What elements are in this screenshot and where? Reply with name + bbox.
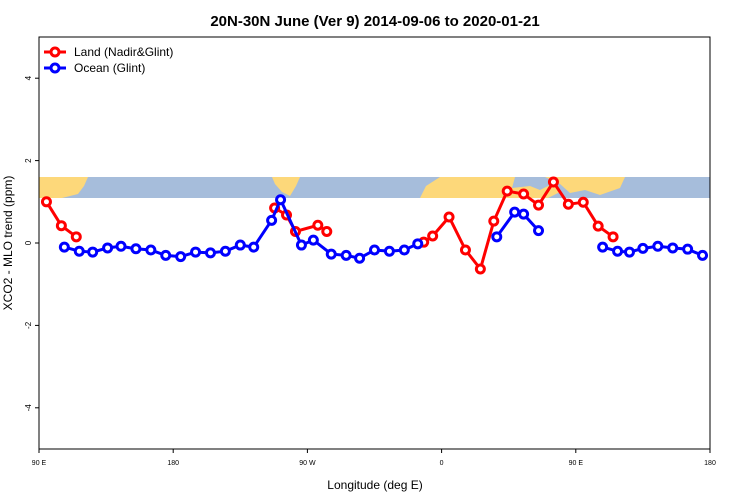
data-point xyxy=(577,196,589,208)
x-axis-label: Longitude (deg E) xyxy=(327,478,422,492)
data-point xyxy=(637,242,649,254)
data-point xyxy=(58,241,70,253)
land-shape xyxy=(39,177,88,198)
data-point xyxy=(115,240,127,252)
data-point xyxy=(612,245,624,257)
data-point xyxy=(383,245,395,257)
data-point xyxy=(509,206,521,218)
y-tick-label: -2 xyxy=(24,321,33,329)
data-point xyxy=(607,231,619,243)
data-point xyxy=(667,242,679,254)
data-point xyxy=(547,176,559,188)
data-point xyxy=(427,230,439,242)
x-tick-label: 180 xyxy=(167,460,179,467)
y-tick-label: 0 xyxy=(24,240,33,245)
land-shape xyxy=(545,177,625,195)
data-point xyxy=(40,196,52,208)
data-point xyxy=(175,251,187,263)
y-tick-label: 2 xyxy=(24,158,33,163)
data-point xyxy=(459,244,471,256)
data-point xyxy=(73,245,85,257)
plot-frame xyxy=(38,36,711,450)
data-point xyxy=(412,238,424,250)
data-point xyxy=(234,239,246,251)
data-point xyxy=(488,215,500,227)
data-point xyxy=(102,242,114,254)
data-point xyxy=(340,249,352,261)
data-point xyxy=(160,249,172,261)
data-point xyxy=(652,240,664,252)
data-point xyxy=(518,208,530,220)
data-point xyxy=(266,214,278,226)
data-point xyxy=(682,243,694,255)
data-point xyxy=(275,194,287,206)
data-point xyxy=(533,225,545,237)
y-tick-label: 4 xyxy=(24,75,33,80)
data-point xyxy=(443,211,455,223)
data-point xyxy=(219,245,231,257)
x-tick-label: 0 xyxy=(440,460,444,467)
legend-swatch-point xyxy=(49,46,61,58)
data-point xyxy=(295,239,307,251)
data-point xyxy=(204,247,216,259)
land-shape xyxy=(272,177,300,196)
data-point xyxy=(55,220,67,232)
legend-swatch-point xyxy=(49,62,61,74)
data-point xyxy=(354,252,366,264)
data-point xyxy=(592,220,604,232)
x-tick-label: 90 W xyxy=(299,460,316,467)
data-point xyxy=(248,241,260,253)
data-point xyxy=(533,199,545,211)
x-tick-label: 90 E xyxy=(569,460,584,467)
legend-label: Ocean (Glint) xyxy=(74,61,145,75)
data-point xyxy=(70,231,82,243)
data-point xyxy=(474,263,486,275)
data-point xyxy=(130,243,142,255)
data-point xyxy=(325,248,337,260)
data-point xyxy=(190,246,202,258)
legend-label: Land (Nadir&Glint) xyxy=(74,45,173,59)
data-point xyxy=(307,234,319,246)
data-point xyxy=(321,225,333,237)
data-point xyxy=(398,244,410,256)
data-point xyxy=(562,198,574,210)
y-axis-label: XCO2 - MLO trend (ppm) xyxy=(1,176,15,311)
y-tick-label: -4 xyxy=(24,404,33,412)
data-point xyxy=(623,246,635,258)
map-strip xyxy=(39,177,710,198)
data-point xyxy=(145,244,157,256)
x-tick-label: 90 E xyxy=(32,460,47,467)
data-point xyxy=(697,249,709,261)
data-point xyxy=(518,188,530,200)
chart-title: 20N-30N June (Ver 9) 2014-09-06 to 2020-… xyxy=(210,13,539,30)
data-point xyxy=(87,246,99,258)
data-point xyxy=(369,244,380,256)
data-point xyxy=(501,185,513,197)
data-point xyxy=(312,219,324,231)
data-point xyxy=(597,241,609,253)
data-point xyxy=(491,231,503,243)
x-tick-label: 180 xyxy=(704,460,716,467)
